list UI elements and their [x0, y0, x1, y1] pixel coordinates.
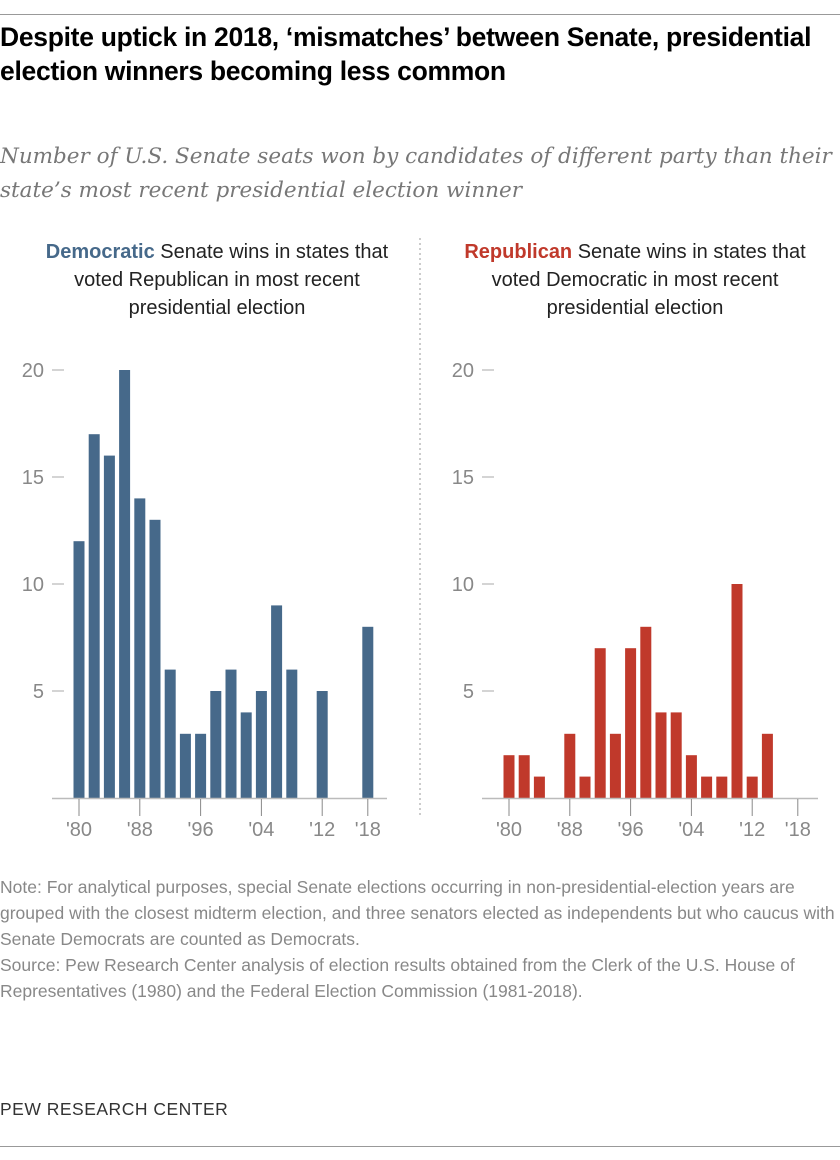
x-tick-label: '80: [496, 819, 522, 841]
x-tick-label: '88: [127, 819, 153, 841]
bar-1992: [164, 669, 176, 798]
bar-2014: [761, 733, 773, 798]
left-panel-title-bold: Democratic: [45, 241, 155, 263]
bar-2002: [240, 712, 252, 798]
note-text: Note: For analytical purposes, special S…: [0, 877, 835, 949]
bar-2008: [286, 669, 298, 798]
bar-2006: [701, 776, 713, 798]
bar-1990: [149, 519, 161, 798]
x-tick-label: '04: [248, 819, 274, 841]
chart-title: Despite uptick in 2018, ‘mismatches’ bet…: [0, 22, 812, 86]
bar-1984: [533, 776, 545, 798]
bar-1992: [594, 648, 606, 798]
right-panel-title-bold: Republican: [464, 241, 573, 263]
bar-1982: [518, 755, 530, 798]
bar-2002: [670, 712, 682, 798]
y-tick-label: 15: [452, 467, 474, 489]
bar-1998: [210, 691, 222, 798]
bar-2000: [225, 669, 237, 798]
x-tick-label: '96: [188, 819, 214, 841]
x-tick-label: '04: [678, 819, 704, 841]
bar-1990: [579, 776, 591, 798]
bar-1996: [195, 733, 207, 798]
y-tick-label: 5: [463, 681, 474, 703]
bar-1998: [640, 626, 652, 798]
notes: Note: For analytical purposes, special S…: [0, 874, 840, 1004]
source-text: Source: Pew Research Center analysis of …: [0, 955, 795, 1001]
bar-2006: [271, 605, 283, 798]
bar-2004: [685, 755, 697, 798]
x-tick-label: '18: [785, 819, 811, 841]
bar-1984: [103, 455, 115, 798]
bar-2012: [746, 776, 758, 798]
x-tick-label: '12: [309, 819, 335, 841]
bar-1980: [73, 541, 85, 798]
chart-subtitle: Number of U.S. Senate seats won by candi…: [0, 144, 832, 203]
bar-2004: [255, 691, 267, 798]
bar-2000: [655, 712, 667, 798]
bar-2010: [731, 584, 743, 798]
left-panel-title-rest: Senate wins in states that voted Republi…: [74, 241, 389, 319]
y-tick-label: 15: [22, 467, 44, 489]
brand-logo-text: PEW RESEARCH CENTER: [0, 1099, 229, 1119]
right-panel-title: Republican Senate wins in states that vo…: [440, 238, 830, 322]
y-tick-label: 20: [22, 360, 44, 382]
right-panel-title-rest: Senate wins in states that voted Democra…: [491, 241, 806, 319]
bar-1986: [119, 370, 131, 798]
x-tick-label: '18: [355, 819, 381, 841]
bar-1988: [564, 733, 576, 798]
x-tick-label: '96: [618, 819, 644, 841]
bar-1994: [179, 733, 191, 798]
bar-1980: [503, 755, 515, 798]
top-rule: [0, 14, 840, 15]
left-panel-title: Democratic Senate wins in states that vo…: [22, 238, 412, 322]
bar-2008: [716, 776, 728, 798]
x-tick-label: '88: [557, 819, 583, 841]
bar-1994: [609, 733, 621, 798]
y-tick-label: 10: [22, 574, 44, 596]
y-tick-label: 20: [452, 360, 474, 382]
bar-1982: [88, 434, 100, 798]
y-tick-label: 5: [33, 681, 44, 703]
y-tick-label: 10: [452, 574, 474, 596]
bottom-rule: [0, 1146, 840, 1147]
x-tick-label: '80: [66, 819, 92, 841]
bar-2018: [362, 626, 374, 798]
bar-2012: [316, 691, 328, 798]
x-tick-label: '12: [739, 819, 765, 841]
bar-1988: [134, 498, 146, 798]
bar-1996: [625, 648, 637, 798]
